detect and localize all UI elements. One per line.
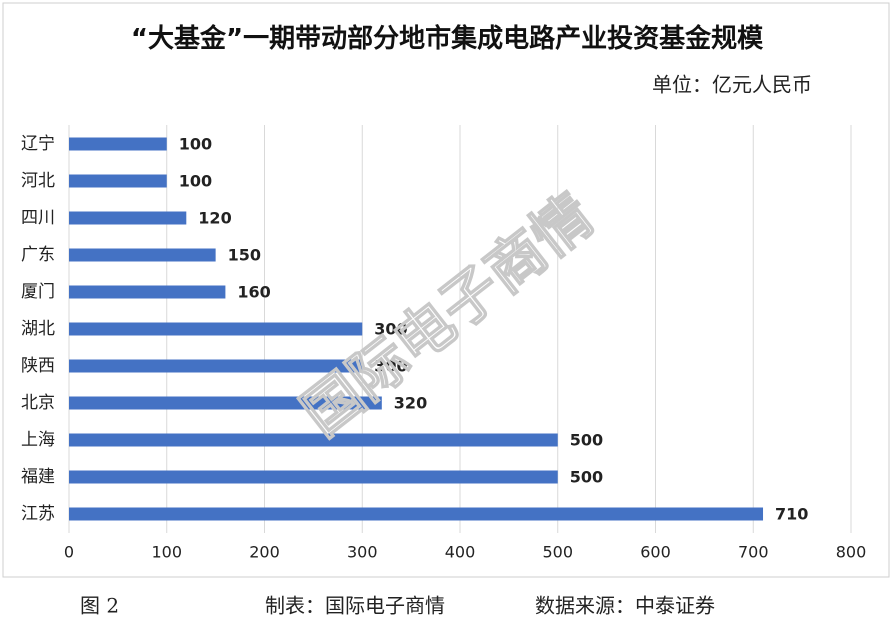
value-label: 710 xyxy=(775,505,808,524)
x-tick-label: 700 xyxy=(738,543,769,562)
y-tick-label: 福建 xyxy=(21,467,55,487)
y-tick-label: 北京 xyxy=(21,393,55,413)
value-label: 150 xyxy=(228,246,261,265)
y-tick-label: 上海 xyxy=(21,430,55,450)
bar xyxy=(69,396,382,410)
value-label: 500 xyxy=(570,431,603,450)
x-tick-label: 500 xyxy=(542,543,573,562)
bar xyxy=(69,211,187,225)
source-label: 数据来源：中泰证券 xyxy=(535,594,715,618)
value-label: 500 xyxy=(570,468,603,487)
bar xyxy=(69,174,167,188)
x-tick-label: 200 xyxy=(249,543,280,562)
x-tick-label: 100 xyxy=(151,543,182,562)
x-tick-label: 600 xyxy=(640,543,671,562)
value-label: 300 xyxy=(374,357,407,376)
y-tick-label: 河北 xyxy=(21,171,55,191)
chart-title: “大基金”一期带动部分地市集成电路产业投资基金规模 xyxy=(130,24,764,54)
y-tick-label: 广东 xyxy=(21,245,55,265)
bar xyxy=(69,137,167,151)
unit-label: 单位：亿元人民币 xyxy=(652,73,812,97)
bar xyxy=(69,470,558,484)
value-label: 100 xyxy=(179,172,212,191)
x-tick-label: 400 xyxy=(445,543,476,562)
value-label: 160 xyxy=(237,283,270,302)
bar xyxy=(69,322,363,336)
y-tick-label: 辽宁 xyxy=(21,134,55,154)
value-label: 120 xyxy=(198,209,231,228)
value-label: 100 xyxy=(179,135,212,154)
bar xyxy=(69,507,764,521)
bar xyxy=(69,248,216,262)
maker-label: 制表：国际电子商情 xyxy=(265,594,445,618)
bar xyxy=(69,285,226,299)
figure-label: 图 2 xyxy=(80,594,119,618)
value-label: 320 xyxy=(394,394,427,413)
bar xyxy=(69,359,363,373)
y-tick-label: 四川 xyxy=(21,208,55,228)
x-tick-label: 0 xyxy=(64,543,74,562)
x-tick-label: 800 xyxy=(836,543,867,562)
y-tick-label: 陕西 xyxy=(21,356,55,376)
bar xyxy=(69,433,558,447)
plot: 0 100 200 300 400 500 600 700 800 辽宁 100 河北 100 四川 120… xyxy=(21,125,866,562)
y-tick-label: 江苏 xyxy=(21,504,55,524)
y-tick-label: 湖北 xyxy=(21,319,55,339)
x-tick-label: 300 xyxy=(347,543,378,562)
y-tick-label: 厦门 xyxy=(21,282,55,302)
value-label: 300 xyxy=(374,320,407,339)
